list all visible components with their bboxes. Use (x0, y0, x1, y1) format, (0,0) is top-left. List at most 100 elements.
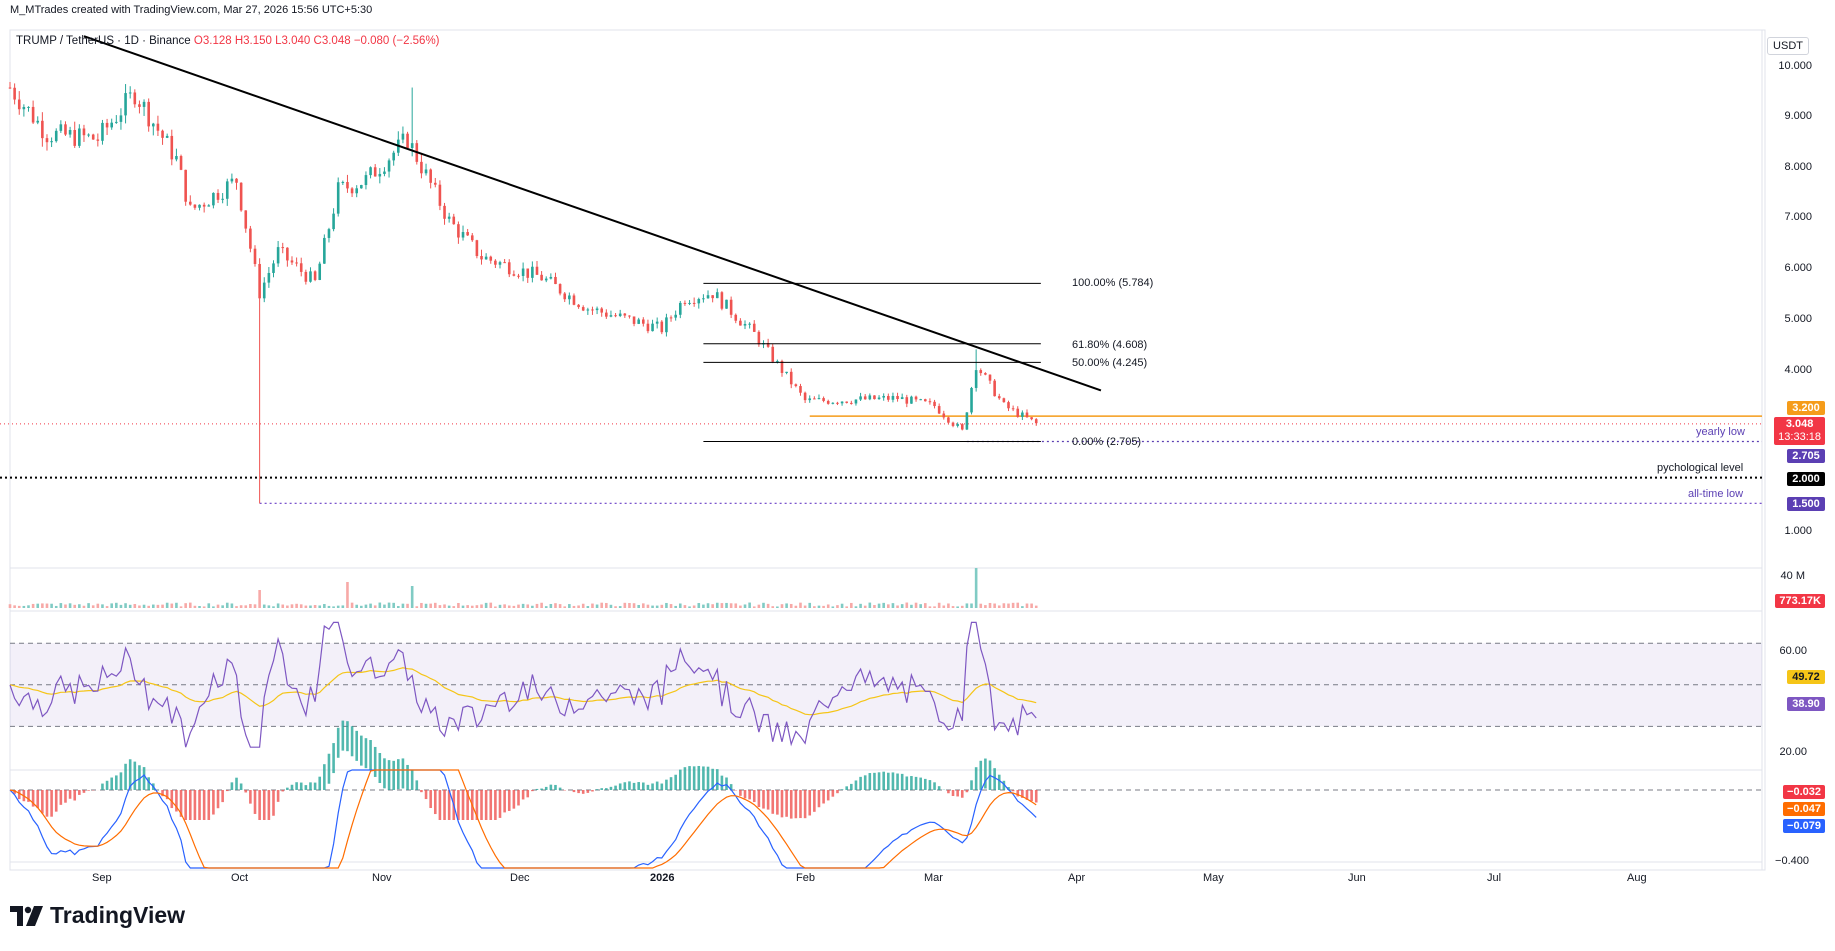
time-label: 2026 (650, 872, 675, 884)
volume-bar (914, 602, 918, 608)
macd-hist-bar (50, 790, 53, 817)
candle-body (272, 263, 275, 273)
macd-hist-bar (212, 790, 215, 815)
volume-bar (355, 604, 359, 608)
macd-hist-bar (216, 790, 220, 809)
candle-body (447, 216, 451, 219)
symbol-name[interactable]: TRUMP / TetherUS · 1D · Binance (16, 35, 191, 47)
macd-hist-bar (905, 776, 909, 790)
volume-bar (489, 602, 493, 608)
candle-body (817, 398, 821, 400)
rsi-tick: 60.00 (1779, 645, 1807, 657)
candle-body (826, 400, 830, 404)
volume-bar (660, 604, 664, 608)
volume-bar (170, 603, 174, 608)
volume-bar (928, 606, 932, 608)
volume-bar (609, 604, 613, 608)
candle-body (193, 204, 197, 208)
volume-bar (415, 606, 419, 608)
currency-button[interactable]: USDT (1767, 37, 1809, 55)
candle-body (249, 228, 252, 249)
candle-body (410, 143, 414, 149)
macd-hist-bar (110, 777, 113, 790)
volume-bar (397, 606, 400, 608)
volume-bar (82, 605, 86, 608)
candle-body (776, 361, 779, 363)
volume-bar (207, 603, 211, 608)
candle-body (161, 130, 164, 138)
candle-body (438, 184, 442, 206)
macd-hist-bar (498, 790, 502, 818)
time-label: Apr (1068, 872, 1086, 884)
macd-hist-bar (119, 772, 123, 790)
candle-body (165, 135, 169, 138)
volume-bar (364, 604, 368, 608)
macd-hist-bar (614, 785, 617, 790)
candle-body (637, 319, 640, 324)
macd-hist-bar (725, 777, 728, 790)
macd-hist-bar (480, 790, 483, 820)
time-label: Sep (92, 872, 112, 884)
volume-bar (845, 606, 849, 608)
macd-hist-bar (443, 790, 446, 820)
volume-bar (410, 586, 414, 608)
volume-bar (480, 604, 483, 608)
tradingview-logo[interactable]: TradingView (10, 902, 185, 929)
volume-bar (702, 604, 705, 608)
candle-body (466, 232, 469, 236)
candle-body (8, 87, 12, 89)
candle-body (503, 262, 506, 264)
volume-bar (31, 603, 35, 608)
macd-hist-bar (979, 760, 983, 790)
candle-body (669, 317, 673, 319)
candle-body (600, 308, 604, 313)
macd-hist-bar (928, 780, 932, 790)
macd-hist-bar (295, 782, 298, 790)
candle-body (341, 182, 345, 184)
macd-hist-bar (692, 766, 696, 790)
candle-body (688, 302, 691, 304)
volume-bar (267, 605, 271, 608)
macd-hist-bar (258, 790, 261, 820)
macd-hist-bar (466, 790, 469, 820)
volume-bar (447, 605, 451, 608)
volume-bar (891, 603, 895, 608)
volume-bar (45, 603, 49, 608)
volume-bar (119, 604, 123, 608)
macd-hist-bar (489, 790, 493, 820)
volume-bar (517, 604, 520, 608)
volume-bar (919, 604, 922, 608)
volume-bar (1011, 602, 1015, 608)
volume-bar (438, 605, 442, 608)
candle-body (142, 101, 146, 107)
volume-bar (794, 605, 798, 608)
candle-body (873, 395, 876, 400)
macd-hist-bar (188, 790, 192, 820)
volume-bar (124, 603, 127, 608)
price-tick: 6.000 (1784, 262, 1812, 274)
macd-hist-bar (1002, 780, 1006, 790)
candle-body (905, 397, 909, 404)
volume-bar (665, 602, 668, 608)
macd-hist-bar (346, 721, 349, 752)
candle-body (512, 274, 516, 276)
candle-body (743, 323, 747, 326)
volume-bar (757, 604, 761, 608)
volume-bar (581, 603, 585, 608)
candle-body (429, 169, 432, 183)
candle-body (863, 396, 867, 400)
macd-hist-bar (956, 790, 959, 797)
candle-body (794, 384, 798, 387)
macd-hist-bar (646, 784, 650, 790)
candle-body (276, 247, 280, 264)
macd-hist-bar (142, 767, 146, 790)
close-value: C3.048 (313, 35, 351, 47)
volume-bar (803, 605, 807, 608)
macd-hist-bar (1030, 790, 1033, 802)
candle-body (609, 315, 613, 317)
volume-bar (73, 604, 77, 608)
macd-hist-bar (276, 790, 280, 802)
macd-hist-bar (138, 765, 141, 790)
candle-body (360, 185, 363, 189)
